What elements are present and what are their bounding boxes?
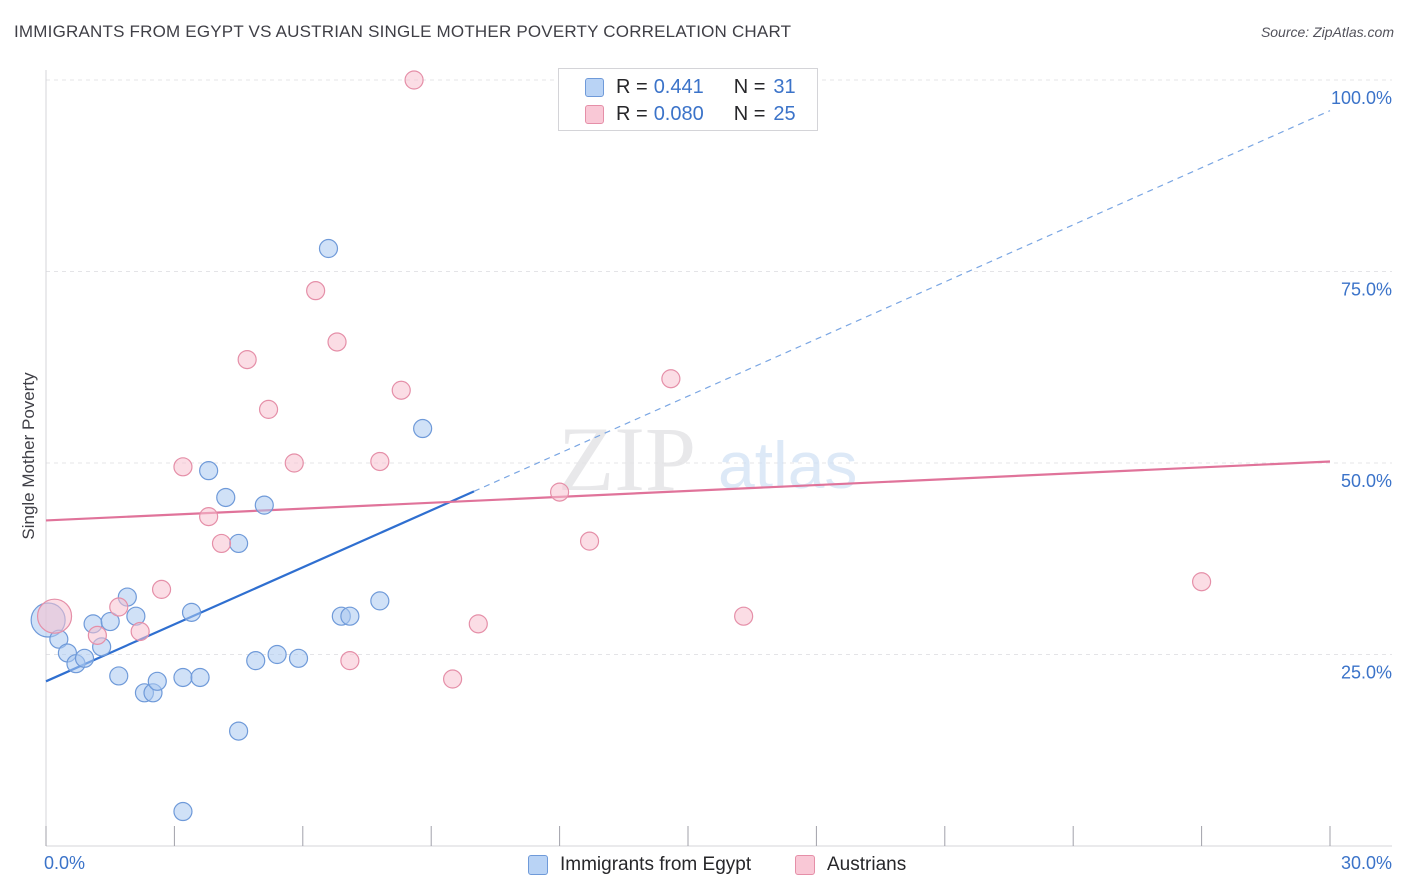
legend-r-value-austrians: 0.080 (653, 102, 704, 125)
point-egypt (318, 238, 339, 259)
correlation-legend: R = 0.441 N = 31 R = 0.080 N = 25 (558, 68, 818, 131)
chart-title: IMMIGRANTS FROM EGYPT VS AUSTRIAN SINGLE… (14, 22, 792, 41)
point-egypt (173, 667, 193, 688)
x-tick-label-end: 30.0% (1341, 853, 1392, 873)
legend-item-austrians[interactable]: Austrians (795, 852, 906, 878)
legend-swatch-blue (528, 855, 548, 875)
axes-layer (45, 70, 1392, 847)
point-egypt (199, 461, 219, 481)
point-austrians (173, 457, 193, 477)
legend-swatch-pink (795, 855, 815, 875)
trend-line-egypt (45, 490, 475, 683)
point-austrians (1191, 572, 1212, 592)
trend-layer (45, 110, 1331, 683)
legend-r-label: R = (616, 102, 648, 125)
point-austrians (211, 533, 232, 554)
y-tick-label: 25.0% (1341, 663, 1392, 683)
legend-r-label: R = (616, 75, 648, 98)
legend-swatch-blue (585, 77, 604, 97)
point-austrians (199, 507, 219, 527)
point-egypt (74, 648, 95, 668)
point-egypt (413, 418, 433, 439)
point-austrians (549, 482, 570, 502)
trend-line-egypt-extension (473, 110, 1331, 492)
series-legend: Immigrants from Egypt Austrians (0, 852, 1406, 878)
point-austrians (579, 531, 600, 551)
point-egypt (173, 801, 193, 822)
point-egypt (216, 487, 236, 508)
point-austrians (87, 625, 107, 645)
point-egypt (229, 533, 249, 554)
legend-label-austrians: Austrians (827, 854, 907, 875)
point-austrians (130, 621, 150, 642)
y-tick-label: 75.0% (1341, 280, 1392, 300)
point-austrians (370, 451, 390, 472)
point-egypt (147, 671, 167, 691)
point-austrians (443, 669, 463, 689)
legend-item-egypt[interactable]: Immigrants from Egypt (528, 852, 751, 878)
point-egypt (267, 644, 287, 665)
point-austrians (327, 332, 347, 352)
y-axis-label: Single Mother Poverty (19, 372, 38, 540)
labels-layer: 25.0% 50.0% 75.0% 100.0% 0.0% 30.0% Single Mot… (19, 88, 1392, 873)
point-austrians (284, 453, 304, 473)
watermark-atlas: atlas (718, 428, 857, 502)
legend-label-egypt: Immigrants from Egypt (560, 854, 752, 875)
watermark: ZIP atlas (558, 408, 857, 510)
source-label: Source: ZipAtlas.com (1260, 24, 1394, 40)
point-egypt (109, 666, 129, 686)
legend-r-value-egypt: 0.441 (653, 75, 704, 98)
point-austrians (734, 606, 754, 626)
point-egypt (229, 721, 249, 741)
legend-n-label: N = (733, 102, 766, 125)
legend-swatch-pink (585, 104, 604, 124)
point-egypt (370, 591, 390, 611)
point-austrians (404, 70, 424, 90)
legend-n-label: N = (733, 75, 766, 98)
point-egypt (288, 648, 309, 668)
point-austrians (109, 597, 129, 617)
point-austrians (258, 399, 279, 419)
point-egypt (100, 611, 120, 632)
legend-row-austrians: R = 0.080 N = 25 (585, 102, 796, 126)
points-layer (30, 70, 1212, 822)
legend-row-egypt: R = 0.441 N = 31 (585, 75, 796, 99)
point-austrians (340, 651, 360, 671)
point-austrians (391, 380, 411, 400)
y-tick-label: 100.0% (1331, 88, 1392, 108)
point-egypt (246, 651, 266, 671)
x-tick-label-start: 0.0% (44, 853, 85, 873)
point-austrians (468, 614, 488, 634)
point-austrians (661, 369, 681, 389)
point-egypt (340, 606, 360, 626)
point-egypt (254, 495, 274, 515)
legend-n-value-austrians: 25 (773, 102, 796, 125)
legend-n-value-egypt: 31 (773, 75, 796, 98)
point-austrians (306, 281, 326, 301)
point-egypt (181, 602, 202, 622)
point-austrians (36, 598, 73, 634)
y-tick-label: 50.0% (1341, 471, 1392, 491)
point-egypt (190, 667, 210, 688)
point-austrians (237, 349, 257, 370)
point-austrians (151, 579, 172, 599)
